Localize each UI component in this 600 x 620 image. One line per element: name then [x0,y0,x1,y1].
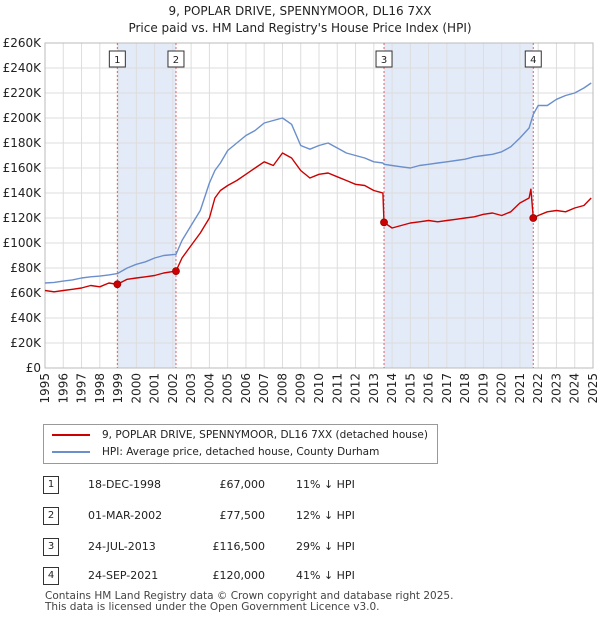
x-tick-label: 2024 [568,373,582,404]
x-tick-label: 2017 [440,373,454,404]
transaction-price: £116,500 [212,540,266,553]
x-tick-label: 2015 [403,373,417,404]
transaction-date: 24-SEP-2021 [88,569,159,582]
x-tick-label: 2021 [513,373,527,404]
transaction-number: 1 [43,476,59,494]
y-tick-label: £160K [3,161,43,175]
y-tick-label: £0 [26,361,41,375]
x-tick-label: 2006 [239,373,253,404]
marker-box [108,50,126,68]
price-paid-line [44,152,592,293]
legend-item-price: 9, POPLAR DRIVE, SPENNYMOOR, DL16 7XX (d… [52,427,428,443]
sale-point [172,267,180,276]
chart-title: 9, POPLAR DRIVE, SPENNYMOOR, DL16 7XX [168,4,432,18]
y-tick-label: £260K [3,36,43,50]
x-tick-label: 2005 [221,373,235,404]
y-tick-label: £180K [3,136,43,150]
y-tick-label: £140K [3,186,43,200]
x-tick-label: 2001 [148,373,162,404]
x-tick-label: 2018 [458,373,472,404]
sale-point [113,280,122,289]
footer-copyright: Contains HM Land Registry data © Crown c… [45,590,454,602]
x-tick-label: 2008 [275,373,289,404]
chart-legend: 9, POPLAR DRIVE, SPENNYMOOR, DL16 7XX (d… [43,424,438,464]
x-tick-label: 2009 [294,373,308,404]
transaction-price: £77,500 [219,509,266,522]
transaction-hpi: 41% ↓ HPI [296,569,355,582]
y-tick-label: £200K [3,111,43,125]
y-tick-label: £120K [3,211,43,225]
transaction-hpi: 29% ↓ HPI [296,540,355,553]
legend-swatch-price [52,434,90,436]
transaction-number: 3 [43,538,59,556]
hpi-line [44,82,592,284]
x-tick-label: 2007 [257,373,271,404]
legend-label-price: 9, POPLAR DRIVE, SPENNYMOOR, DL16 7XX (d… [102,429,428,441]
x-tick-label: 2011 [330,373,344,404]
transaction-number: 2 [43,507,59,525]
sale-point [380,218,388,227]
y-tick-label: £20K [10,336,42,350]
transaction-row: 4 24-SEP-2021 £120,000 41% ↓ HPI [0,567,600,587]
x-tick-label: 2010 [312,373,326,404]
shaded-period [117,43,176,368]
x-tick-label: 2003 [184,373,198,404]
y-tick-label: £60K [10,286,42,300]
y-tick-label: £240K [3,61,43,75]
y-tick-label: £80K [10,261,42,275]
x-tick-label: 2004 [202,373,216,404]
x-tick-label: 1996 [56,373,70,404]
x-tick-label: 2022 [531,373,545,404]
y-tick-label: £40K [10,311,42,325]
transaction-hpi: 12% ↓ HPI [296,509,355,522]
x-tick-label: 2019 [476,373,490,404]
transaction-row: 2 01-MAR-2002 £77,500 12% ↓ HPI [0,507,600,527]
legend-swatch-hpi [52,451,90,453]
marker-label: 1 [114,55,120,66]
x-tick-label: 2016 [422,373,436,404]
marker-box [375,50,393,68]
transaction-row: 3 24-JUL-2013 £116,500 29% ↓ HPI [0,538,600,558]
legend-item-hpi: HPI: Average price, detached house, Coun… [52,444,379,460]
x-tick-label: 2023 [549,373,563,404]
marker-box [524,50,542,68]
chart-area: £0 £20K £40K £60K £80K £100K £120K £140K £160K £1… [3,36,600,404]
x-tick-label: 1997 [75,373,89,404]
marker-label: 2 [173,55,179,66]
marker-label: 3 [381,55,387,66]
x-tick-label: 1995 [38,373,52,404]
legend-label-hpi: HPI: Average price, detached house, Coun… [102,446,380,458]
x-tick-label: 2025 [586,373,600,404]
transaction-date: 01-MAR-2002 [88,509,163,522]
y-tick-label: £220K [3,86,43,100]
plot-frame [44,42,594,369]
x-tick-label: 1998 [93,373,107,404]
transaction-price: £120,000 [212,569,266,582]
transaction-hpi: 11% ↓ HPI [296,478,355,491]
x-tick-label: 2014 [385,373,399,404]
transaction-date: 18-DEC-1998 [88,478,162,491]
x-tick-label: 2012 [349,373,363,404]
transaction-number: 4 [43,567,59,585]
x-tick-label: 1999 [111,373,125,404]
x-tick-label: 2013 [367,373,381,404]
shaded-period [384,43,534,368]
transaction-price: £67,000 [219,478,266,491]
marker-label: 4 [530,55,536,66]
transaction-row: 1 18-DEC-1998 £67,000 11% ↓ HPI [0,476,600,496]
footer-license: This data is licensed under the Open Gov… [45,601,380,613]
marker-box [167,50,185,68]
transaction-date: 24-JUL-2013 [88,540,156,553]
x-tick-label: 2020 [495,373,509,404]
x-tick-label: 2000 [129,373,143,404]
chart-subtitle: Price paid vs. HM Land Registry's House … [128,21,472,35]
y-tick-label: £100K [3,236,43,250]
sale-point [529,214,538,222]
x-tick-label: 2002 [166,373,180,404]
